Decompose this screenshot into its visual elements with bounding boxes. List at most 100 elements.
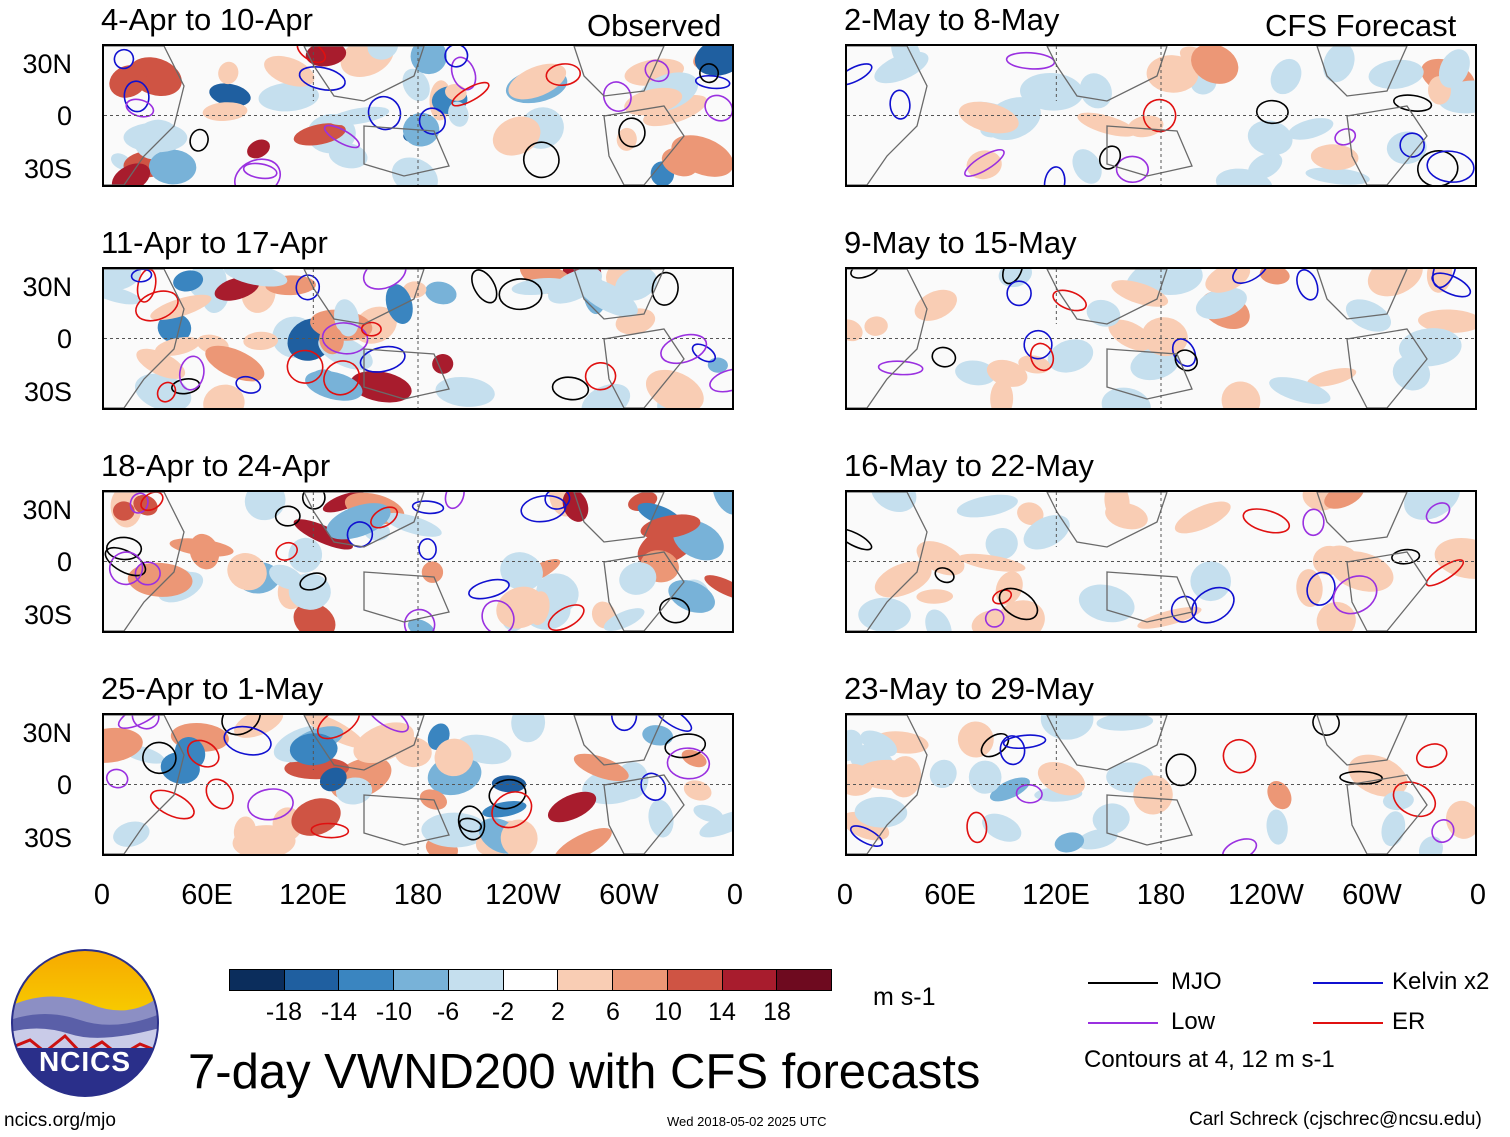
contour-loop xyxy=(1425,502,1451,524)
contour-loop xyxy=(964,148,1005,178)
contour-loop xyxy=(889,89,911,120)
anomaly-blob xyxy=(668,579,715,613)
anomaly-field xyxy=(847,269,1475,408)
anomaly-field xyxy=(847,46,1475,185)
anomaly-blob xyxy=(1426,269,1453,293)
anomaly-blob xyxy=(1086,299,1121,327)
contour-loop xyxy=(323,124,360,149)
continent-outline xyxy=(573,46,665,97)
anomaly-blob xyxy=(157,312,192,343)
anomaly-blob xyxy=(643,94,708,127)
anomaly-blob xyxy=(1072,149,1102,184)
contour-loop xyxy=(457,805,486,841)
continent-outline xyxy=(1106,125,1193,177)
anomaly-blob xyxy=(243,331,279,351)
contour-loop xyxy=(666,747,711,780)
anomaly-blob xyxy=(615,269,657,301)
anomaly-blob xyxy=(1381,811,1406,847)
anomaly-blob xyxy=(244,492,286,521)
anomaly-blob xyxy=(334,299,359,337)
anomaly-blob xyxy=(985,527,1018,560)
anomaly-blob xyxy=(986,359,1028,387)
contour-loop xyxy=(847,63,873,86)
continent-outline xyxy=(847,492,928,631)
anomaly-blob xyxy=(1195,287,1247,320)
anomaly-blob xyxy=(1316,601,1356,631)
anomaly-blob xyxy=(847,763,874,796)
colorbar-swatch xyxy=(394,970,449,990)
legend-line-er xyxy=(1313,1022,1383,1024)
anomaly-blob xyxy=(871,492,917,512)
contour-loop xyxy=(323,360,361,396)
contour-loop xyxy=(547,604,585,631)
contour-loop xyxy=(1006,280,1032,307)
anomaly-blob xyxy=(957,721,994,758)
contour-loop xyxy=(545,63,582,87)
anomaly-blob xyxy=(616,127,637,151)
anomaly-blob xyxy=(694,46,732,76)
continent-outline xyxy=(303,46,425,102)
anomaly-blob xyxy=(289,733,338,766)
continent-outline xyxy=(1346,774,1428,854)
contour-loop xyxy=(149,789,195,820)
anomaly-blob xyxy=(319,767,347,792)
contour-loop xyxy=(367,95,402,131)
contour-loop xyxy=(1052,289,1087,312)
contour-loop xyxy=(660,333,708,365)
anomaly-blob xyxy=(1092,803,1130,835)
anomaly-blob xyxy=(624,87,683,116)
contour-loop xyxy=(1417,150,1459,185)
anomaly-blob xyxy=(384,512,442,537)
anomaly-blob xyxy=(1017,502,1044,526)
anomaly-blob xyxy=(511,715,546,743)
footer-url[interactable]: ncics.org/mjo xyxy=(4,1110,116,1131)
panel-title-fc-2: 9-May to 15-May xyxy=(844,225,1077,260)
contour-loop xyxy=(129,492,149,514)
figure-title: 7-day VWND200 with CFS forecasts xyxy=(188,1045,981,1099)
colorbar-swatch xyxy=(230,970,285,990)
anomaly-blob xyxy=(642,725,674,746)
contour-loop xyxy=(131,715,160,730)
continent-outline xyxy=(1046,715,1168,771)
contour-loop xyxy=(1191,586,1235,624)
anomaly-blob xyxy=(925,609,952,631)
anomaly-blob xyxy=(1437,80,1475,114)
anomaly-blob xyxy=(1191,46,1239,84)
anomaly-field xyxy=(847,492,1475,631)
lon-left-60w: 60W xyxy=(599,879,659,911)
anomaly-blob xyxy=(150,294,212,321)
contour-loop xyxy=(1425,559,1465,587)
continent-outline xyxy=(104,269,185,408)
contour-loop xyxy=(444,492,465,510)
anomaly-blob xyxy=(1307,368,1357,387)
contour-loop xyxy=(491,791,533,829)
anomaly-blob xyxy=(1368,59,1424,89)
continent-outline xyxy=(1106,348,1193,400)
anomaly-blob xyxy=(1141,317,1188,357)
contour-loop xyxy=(966,811,988,844)
lat-eq-3: 0 xyxy=(56,547,72,577)
anomaly-blob xyxy=(435,376,495,407)
anomaly-blob xyxy=(328,142,368,169)
continent-outline xyxy=(303,269,425,325)
anomaly-blob xyxy=(134,373,192,408)
anomaly-field xyxy=(104,269,732,408)
continent-outline xyxy=(363,125,450,177)
anomaly-blob xyxy=(227,553,267,591)
anomaly-blob xyxy=(1382,790,1414,811)
contour-loop xyxy=(849,825,884,847)
continent-outline xyxy=(847,269,928,408)
contour-loop xyxy=(346,521,374,548)
contour-loop xyxy=(1339,770,1383,785)
contour-loop xyxy=(247,788,294,821)
anomaly-blob xyxy=(683,780,712,801)
footer-credit: Carl Schreck (cjschrec@ncsu.edu) xyxy=(1189,1109,1482,1130)
anomaly-blob xyxy=(1023,515,1070,550)
contour-loop xyxy=(275,541,298,561)
contour-loop xyxy=(418,538,437,561)
continent-outline xyxy=(1316,46,1408,97)
contour-loop xyxy=(223,725,272,756)
anomaly-blob xyxy=(1133,775,1173,815)
contour-loop xyxy=(1431,819,1455,844)
contour-loop xyxy=(221,715,261,736)
